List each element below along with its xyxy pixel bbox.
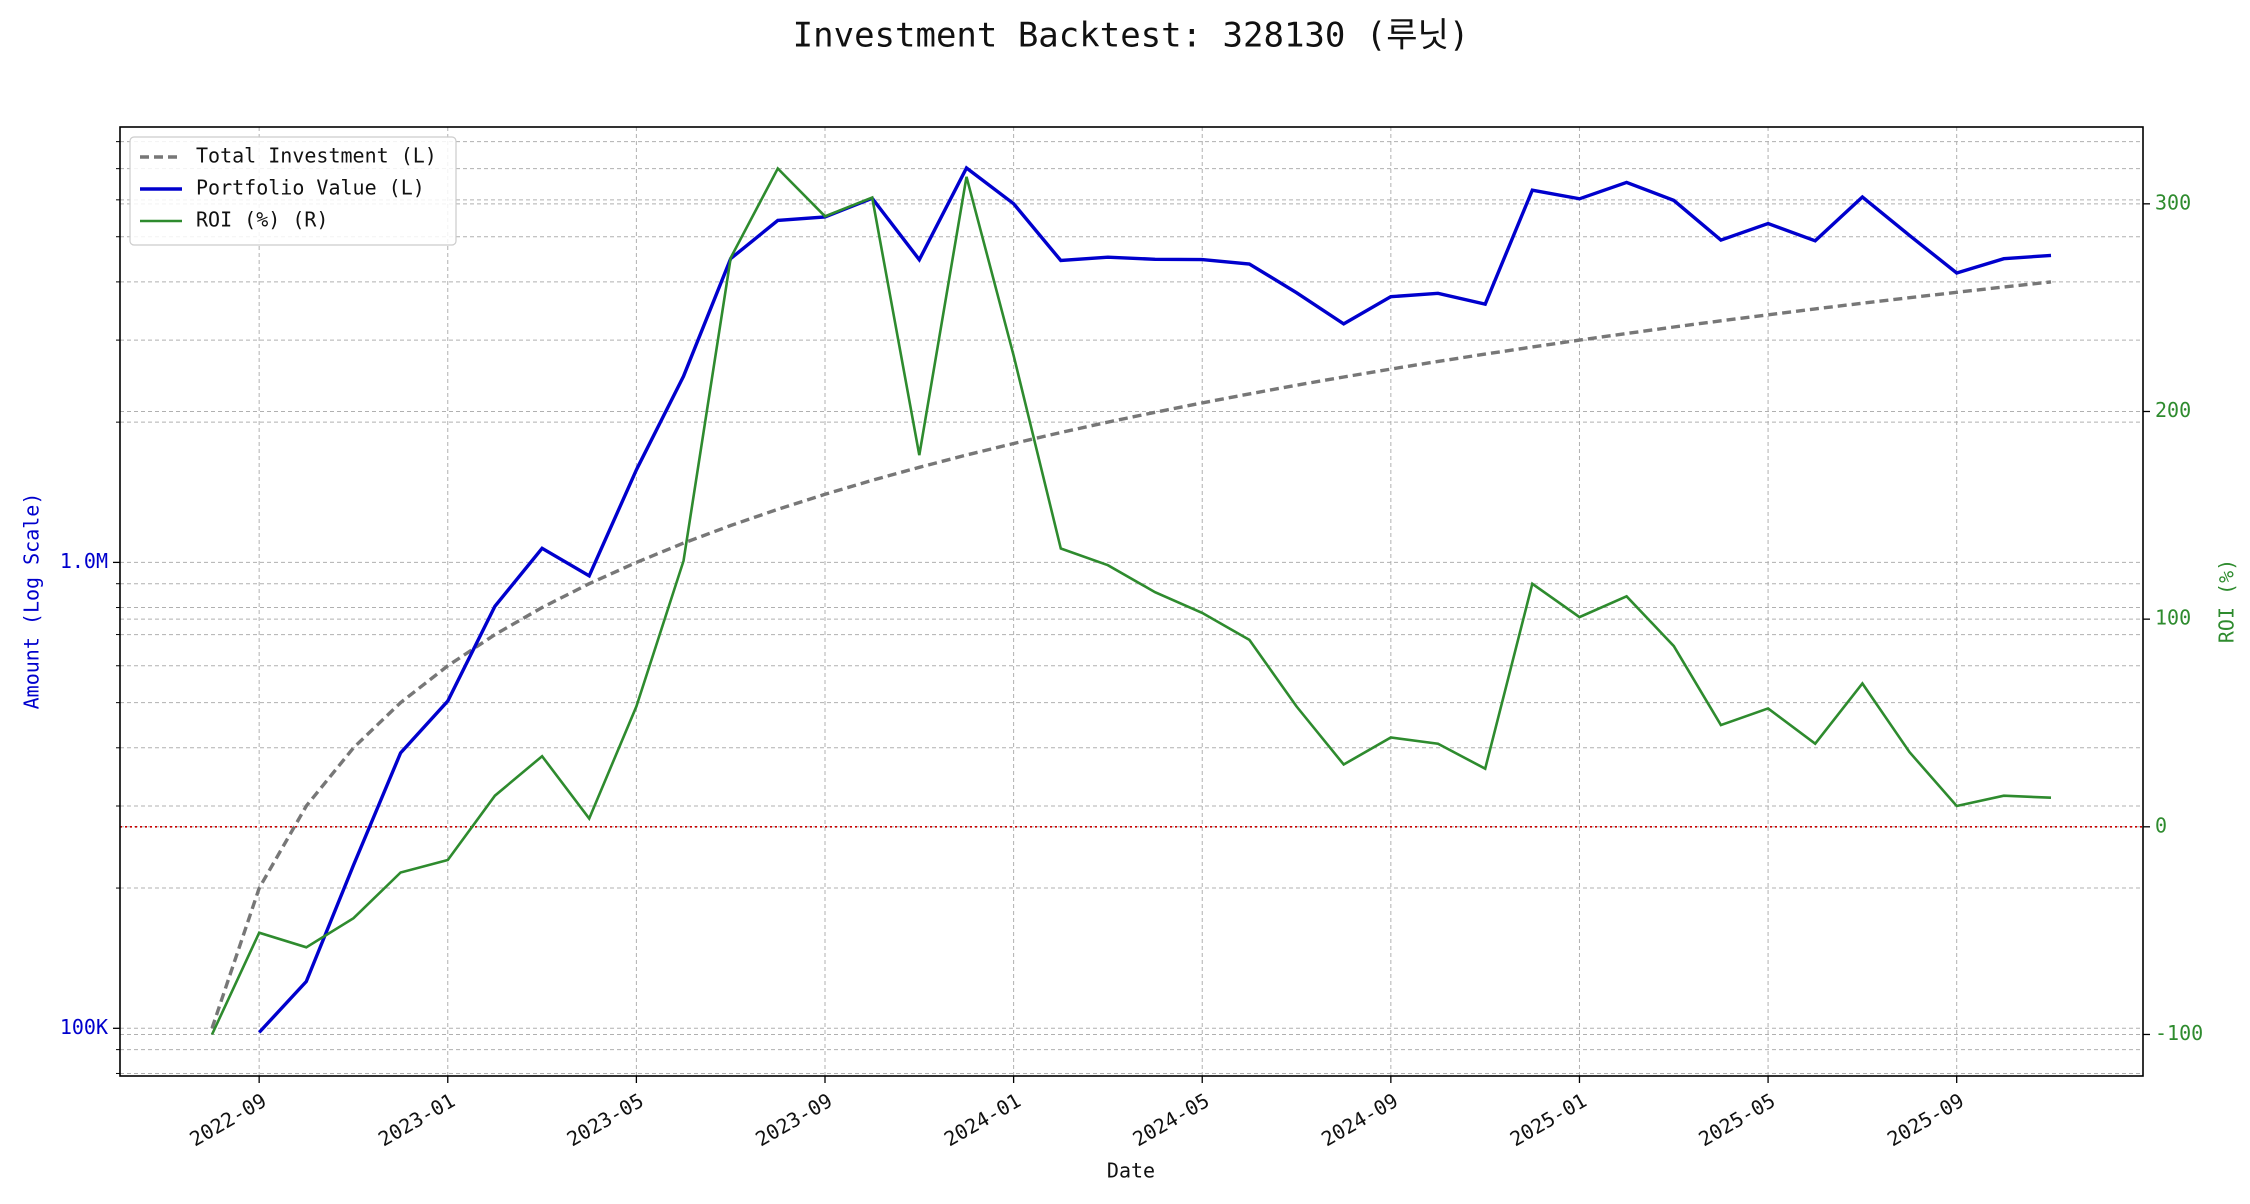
x-tick-label: 2024-05 xyxy=(1128,1088,1213,1151)
chart-title: Investment Backtest: 328130 (루닛) xyxy=(793,16,1470,56)
x-tick-label: 2023-01 xyxy=(374,1088,459,1151)
y-tick-label: 1.0M xyxy=(60,549,108,573)
y2-tick-label: 200 xyxy=(2155,398,2191,422)
y-tick-label: 100K xyxy=(60,1015,108,1039)
legend-label: Total Investment (L) xyxy=(196,144,437,168)
y-axis-label: Amount (Log Scale) xyxy=(20,493,44,710)
x-tick-label: 2022-09 xyxy=(185,1088,270,1151)
series-line xyxy=(257,165,2052,1034)
x-axis-label: Date xyxy=(1107,1159,1155,1183)
legend-label: ROI (%) (R) xyxy=(196,208,328,232)
y2-tick-label: -100 xyxy=(2155,1021,2203,1045)
y2-tick-label: 300 xyxy=(2155,190,2191,214)
x-tick-label: 2025-05 xyxy=(1694,1088,1779,1151)
x-tick-label: 2024-01 xyxy=(940,1088,1025,1151)
y2-tick-label: 100 xyxy=(2155,606,2191,630)
plot-frame xyxy=(119,126,2144,1077)
x-tick-label: 2025-09 xyxy=(1883,1088,1968,1151)
legend-box xyxy=(129,136,457,246)
series-line xyxy=(210,280,2052,1029)
x-tick-label: 2025-01 xyxy=(1506,1088,1591,1151)
series-line xyxy=(210,166,2052,1036)
x-tick-label: 2024-09 xyxy=(1317,1088,1402,1151)
x-tick-label: 2023-05 xyxy=(563,1088,648,1151)
y2-axis-label: ROI (%) xyxy=(2215,559,2239,643)
legend-label: Portfolio Value (L) xyxy=(196,176,425,200)
y2-tick-label: 0 xyxy=(2155,813,2167,837)
x-tick-label: 2023-09 xyxy=(751,1088,836,1151)
